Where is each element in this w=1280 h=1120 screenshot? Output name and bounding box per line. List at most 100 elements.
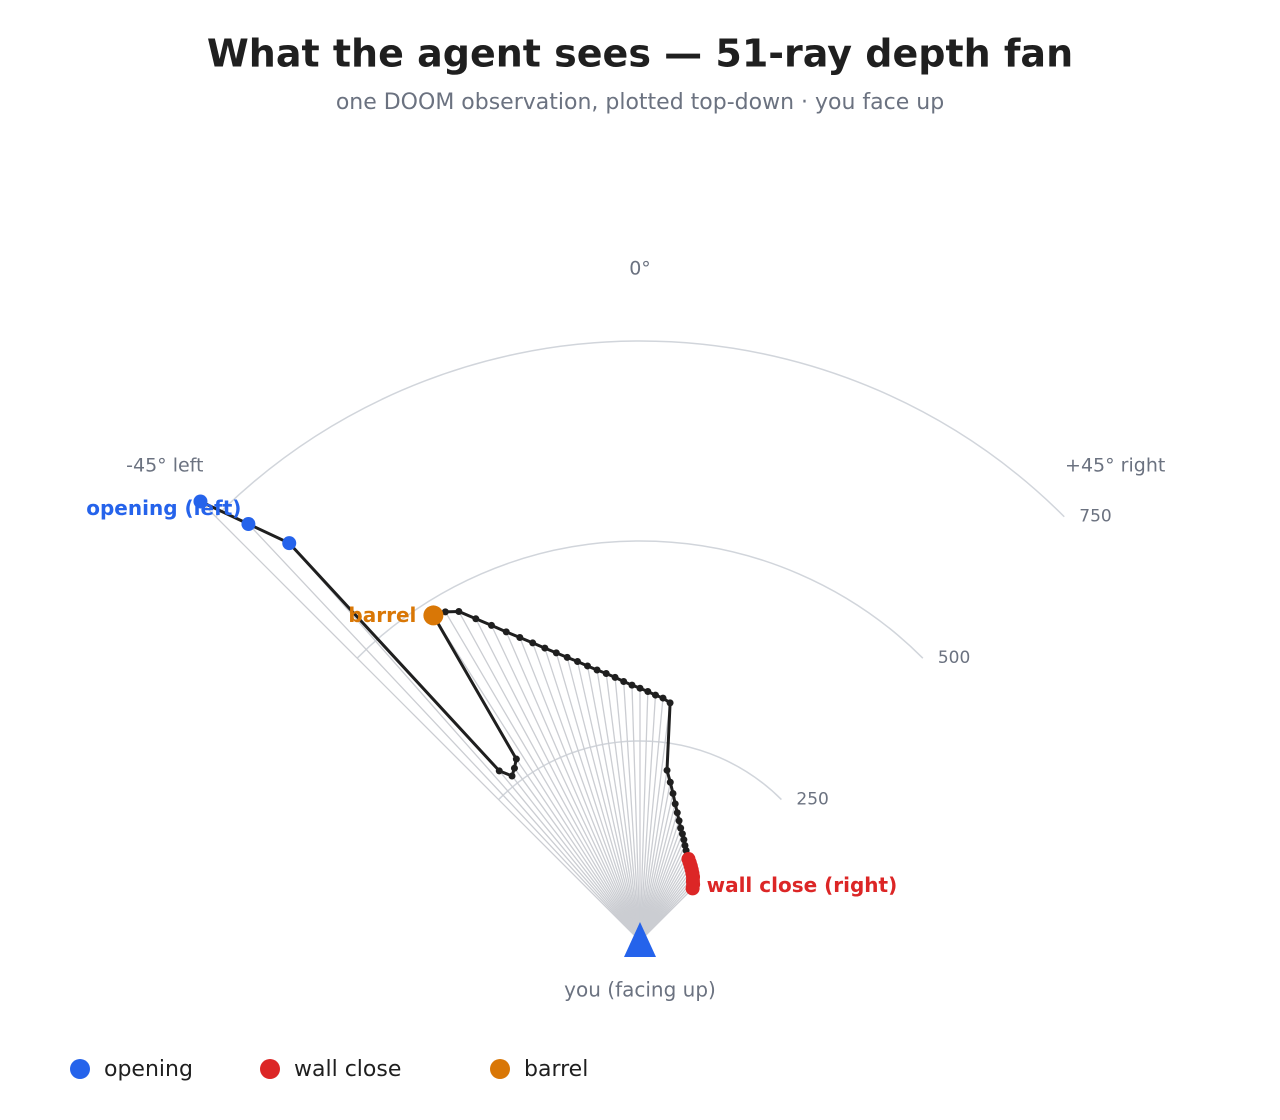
legend-swatch [490, 1059, 510, 1079]
rays [200, 501, 694, 942]
annotation: opening (left) [86, 496, 241, 520]
observer-marker [624, 922, 656, 957]
depth-ray [596, 669, 641, 942]
plot-area: 250 500 750 -45° left 0° +45° right [126, 258, 1165, 942]
annotation: barrel [348, 603, 416, 627]
depth-point [663, 766, 671, 774]
depth-point [680, 836, 688, 844]
depth-point [666, 778, 674, 786]
highlight-point [282, 536, 297, 551]
depth-point [644, 688, 652, 696]
depth-ray [532, 642, 641, 942]
depth-ray [490, 625, 641, 942]
range-arc [356, 540, 924, 659]
depth-ray [586, 665, 641, 942]
highlight-point [423, 605, 444, 626]
depth-point [516, 634, 524, 642]
depth-point [508, 772, 516, 780]
depth-point [666, 699, 674, 707]
depth-ray [458, 611, 641, 942]
depth-ray [639, 698, 664, 942]
depth-point [495, 767, 503, 775]
depth-ray [505, 631, 641, 942]
legend-label: barrel [524, 1057, 588, 1082]
depth-ray [515, 758, 641, 942]
depth-ray [614, 677, 641, 942]
highlight-point [241, 517, 256, 532]
depth-point [552, 649, 560, 657]
depth-point [673, 809, 681, 817]
depth-point [675, 817, 683, 825]
highlight-point [193, 494, 208, 509]
depth-point [651, 691, 659, 699]
angle-label: -45° left [126, 454, 203, 476]
depth-point [677, 824, 685, 832]
range-arc [215, 340, 1065, 518]
depth-ray [639, 803, 676, 942]
chart-title: What the agent sees — 51-ray depth fan [207, 32, 1073, 76]
range-label: 500 [938, 648, 970, 668]
depth-point [678, 830, 686, 838]
annotation: wall close (right) [707, 873, 898, 897]
chart-subtitle: one DOOM observation, plotted top-down ·… [336, 90, 944, 115]
depth-point [669, 789, 677, 797]
depth-point [659, 694, 667, 702]
angle-label: 0° [629, 258, 651, 280]
depth-point [455, 608, 463, 616]
depth-ray [247, 523, 641, 942]
depth-point [487, 621, 495, 629]
depth-ray [631, 685, 641, 942]
range-label: 750 [1079, 507, 1111, 527]
depth-point [611, 673, 619, 681]
depth-point [541, 644, 549, 652]
depth-ray [605, 673, 641, 942]
depth-ray [511, 775, 641, 942]
depth-ray [519, 637, 641, 942]
depth-point [593, 666, 601, 674]
depth-point [472, 615, 480, 623]
depth-ray [475, 618, 641, 942]
depth-ray [639, 702, 671, 942]
depth-ray [576, 661, 641, 942]
depth-ray [639, 820, 680, 942]
depth-point [529, 639, 537, 647]
depth-point [502, 628, 510, 636]
depth-point [584, 662, 592, 670]
depth-ray [555, 652, 641, 942]
angle-label: +45° right [1065, 454, 1165, 476]
legend-swatch [70, 1059, 90, 1079]
depth-ray [639, 691, 649, 942]
legend-label: opening [104, 1057, 193, 1082]
origin-label: you (facing up) [564, 978, 716, 1002]
depth-ray [639, 770, 668, 942]
depth-point [441, 608, 449, 616]
depth-ray [288, 542, 641, 942]
depth-point [512, 755, 520, 763]
depth-ray [639, 695, 657, 942]
depth-point [671, 800, 679, 808]
range-label: 250 [796, 790, 828, 810]
depth-ray [513, 767, 641, 942]
depth-point [602, 670, 610, 678]
depth-point [620, 678, 628, 686]
depth-point [636, 684, 644, 692]
depth-ray [444, 611, 641, 942]
depth-ray [639, 793, 674, 942]
legend-label: wall close [294, 1057, 401, 1082]
depth-ray [639, 812, 678, 942]
depth-point [628, 681, 636, 689]
depth-ray [200, 501, 641, 942]
depth-ray [544, 647, 641, 942]
depth-point [574, 657, 582, 665]
depth-ray [432, 615, 641, 942]
legend-swatch [260, 1059, 280, 1079]
depth-point [510, 764, 518, 772]
depth-ray [566, 657, 641, 942]
depth-ray [623, 681, 641, 942]
depth-point [563, 653, 571, 661]
highlight-point [685, 881, 700, 896]
depth-ray [639, 782, 671, 942]
depth-ray [498, 770, 641, 942]
depth-ray [639, 887, 694, 942]
